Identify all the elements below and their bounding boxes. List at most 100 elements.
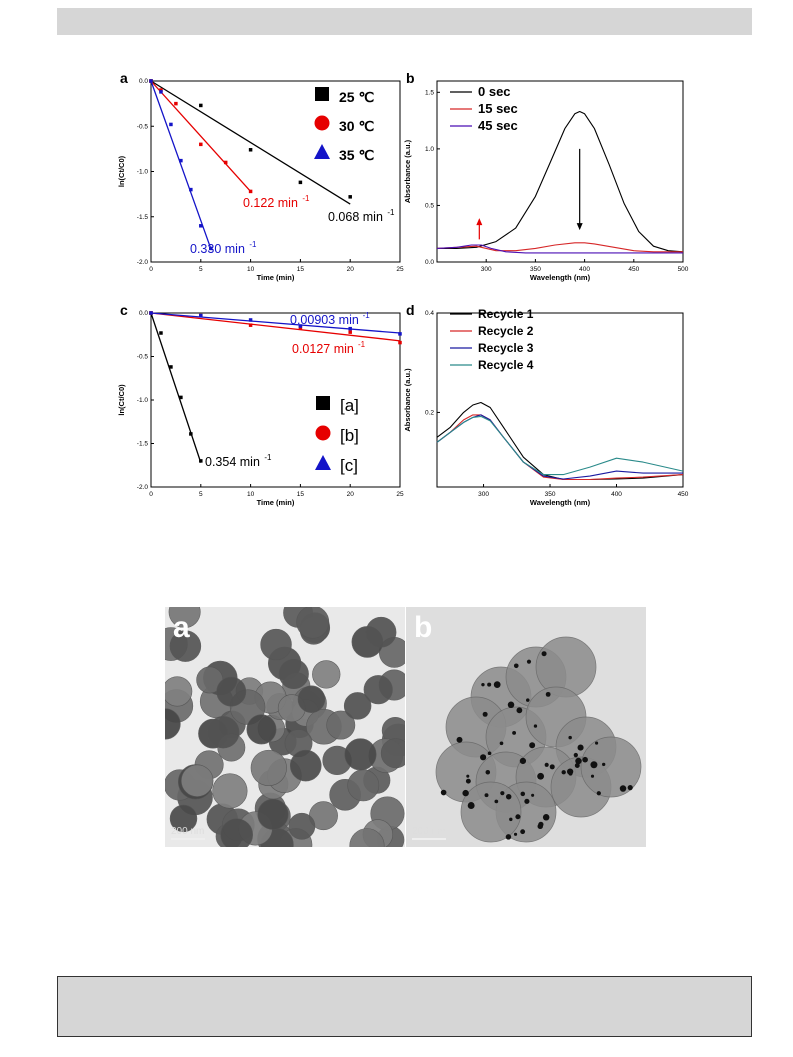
series-2: 0.122 min -1 (149, 79, 310, 210)
nanoparticle-dot (602, 762, 606, 767)
nanoparticle-dot (480, 754, 487, 761)
series-1: 0.354 min -1 (149, 311, 272, 469)
micrograph-b: b 200 nm (406, 607, 646, 847)
nanoparticle-dot (482, 711, 488, 717)
plot-frame (436, 312, 684, 488)
panel-label: a (120, 70, 128, 86)
nanoparticle-dot (590, 774, 595, 778)
figure-charts: a 0 5 10 15 20 25 0.0 -0.5 -1.0 -1.5 -2.0 Time (min)… (117, 70, 689, 507)
y-tick-label: -0.5 (137, 123, 149, 130)
x-tick-label: 450 (678, 491, 689, 498)
y-tick-label: 0.0 (139, 78, 148, 85)
series-line (436, 414, 683, 480)
nanoparticle-dot (544, 762, 549, 767)
nanoparticle-dot (485, 770, 491, 775)
legend-label: [a] (340, 396, 359, 415)
particle (216, 676, 247, 707)
nanoparticle-dot (509, 817, 513, 822)
fit-line (150, 80, 351, 205)
legend-marker (314, 115, 330, 131)
rate-label-superscript: -1 (387, 208, 395, 217)
particle (297, 685, 326, 713)
x-tick-label: 350 (530, 266, 541, 273)
y-axis-label: ln(Ct/C0) (117, 155, 126, 187)
data-point (179, 395, 183, 400)
nanoparticle-dot (484, 793, 489, 798)
nanoparticle-dot (573, 752, 578, 758)
nanoparticle-dot (516, 707, 523, 714)
legend-label: Recycle 3 (478, 341, 534, 355)
series-2 (436, 414, 684, 481)
data-point (199, 224, 203, 228)
fit-line (150, 312, 401, 342)
micrograph-a-image (165, 607, 405, 847)
x-tick-label: 450 (628, 266, 639, 273)
nanoparticle-dot (531, 793, 535, 797)
y-tick-label: -1.0 (137, 169, 149, 176)
data-point (248, 189, 253, 194)
micrograph-a-label: a (173, 611, 190, 644)
panel-label: c (120, 302, 128, 318)
data-point (223, 160, 228, 165)
legend-label: 15 sec (478, 101, 518, 116)
particle (257, 798, 289, 830)
nanoparticle-dot (537, 772, 545, 780)
x-tick-label: 15 (297, 266, 305, 273)
x-tick-label: 20 (347, 266, 355, 273)
y-tick-label: 0.4 (425, 310, 434, 317)
series-line (436, 242, 683, 253)
particle (580, 736, 642, 798)
data-point (199, 459, 203, 463)
fit-line (150, 80, 212, 249)
panel-label: b (406, 70, 415, 86)
nanoparticle-dot (493, 681, 501, 688)
rate-label-superscript: -1 (249, 240, 257, 249)
particle (220, 818, 253, 847)
x-tick-label: 25 (396, 491, 404, 498)
particle (380, 738, 405, 769)
particle (326, 710, 356, 740)
x-tick-label: 400 (611, 491, 622, 498)
page-header-bar (57, 8, 752, 35)
y-tick-label: 0.2 (425, 409, 434, 416)
x-tick-label: 350 (545, 491, 556, 498)
data-point (149, 311, 153, 315)
y-tick-label: 0.0 (139, 310, 148, 317)
nanoparticle-dot (487, 751, 492, 756)
nanoparticle-dot (619, 785, 627, 792)
particle (212, 773, 248, 809)
data-point (199, 103, 203, 108)
x-axis-label: Wavelength (nm) (530, 498, 591, 507)
rate-label-superscript: -1 (302, 194, 310, 203)
particle (288, 812, 316, 840)
particle (165, 676, 193, 707)
panel-label: d (406, 302, 415, 318)
series-4 (436, 415, 684, 476)
nanoparticle-dot (520, 829, 526, 835)
nanoparticle-dot (515, 814, 521, 820)
nanoparticle-dot (513, 832, 518, 836)
series-line (436, 415, 684, 476)
micrograph-b-label: b (414, 611, 433, 644)
plot-frame (150, 80, 401, 263)
particle (246, 714, 277, 745)
nanoparticle-dot (529, 742, 536, 749)
series-line (436, 401, 684, 481)
arrow-head (576, 223, 583, 231)
y-tick-label: -0.5 (137, 354, 149, 361)
particle (349, 828, 385, 847)
y-tick-label: -1.5 (137, 441, 149, 448)
particle (169, 804, 198, 833)
x-axis-label: Time (min) (257, 273, 295, 282)
data-point (169, 365, 173, 369)
x-tick-label: 5 (199, 266, 203, 273)
y-tick-label: 0.0 (425, 259, 434, 266)
fit-line (150, 312, 401, 334)
particle (250, 749, 287, 787)
fit-line (150, 312, 202, 463)
particle (343, 692, 372, 720)
data-point (298, 324, 303, 328)
data-point (398, 332, 402, 336)
legend-label: 35 ℃ (339, 147, 374, 163)
chart-c: c 0 5 10 15 20 25 0.0 -0.5 -1.0 -1.5 -2.0 Time (min)… (117, 302, 404, 507)
